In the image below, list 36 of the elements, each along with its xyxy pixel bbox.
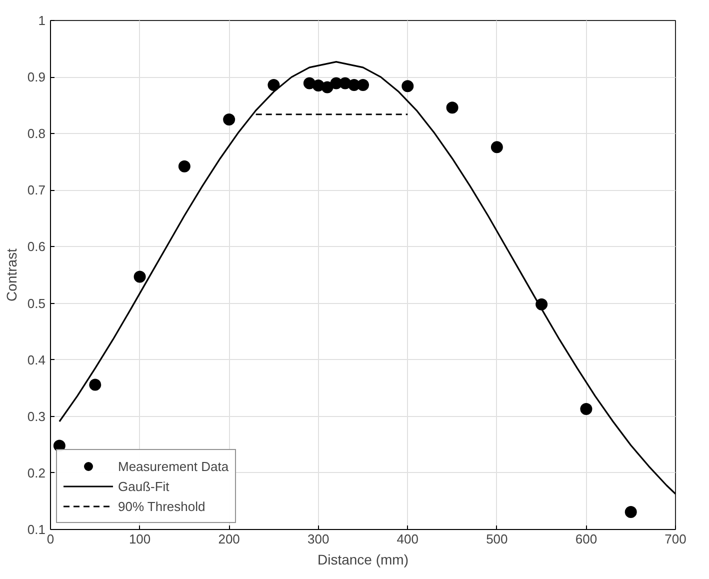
- y-tick-label: 0.9: [27, 70, 46, 85]
- y-tick-label: 0.6: [27, 239, 46, 254]
- point: [580, 403, 592, 416]
- point: [357, 78, 369, 91]
- point: [89, 378, 102, 391]
- point: [490, 141, 503, 154]
- y-tick-label: 0.8: [27, 126, 46, 142]
- x-tick-label: 500: [486, 532, 508, 546]
- y-tick-label: 0.3: [27, 408, 46, 424]
- y-tick-label: 0.1: [27, 522, 46, 537]
- y-tick-label: 0.5: [27, 296, 46, 311]
- x-tick-label: 100: [128, 532, 151, 546]
- x-tick-label: 300: [308, 532, 330, 546]
- y-tick-label: 0.7: [27, 182, 46, 198]
- legend-label: 90% Threshold: [118, 498, 206, 514]
- point: [402, 80, 414, 92]
- y-tick-label: 0.4: [27, 352, 46, 368]
- point: [624, 506, 637, 518]
- point: [321, 81, 334, 94]
- y-tick-label: 0.2: [27, 465, 46, 480]
- x-tick-label: 200: [218, 532, 240, 546]
- y-axis-title: Contrast: [3, 248, 20, 302]
- x-tick-label: 700: [664, 532, 686, 546]
- point: [268, 78, 280, 91]
- x-axis-title: Distance (mm): [317, 552, 409, 568]
- legend-label: Gauß-Fit: [118, 478, 170, 494]
- x-tick-label: 0: [46, 532, 54, 546]
- x-tick-label: 600: [575, 532, 598, 546]
- line-series: [58, 60, 676, 495]
- x-tick-label: 400: [396, 532, 418, 546]
- y-tick-label: 1: [38, 13, 46, 28]
- point: [178, 160, 190, 172]
- point: [223, 113, 236, 126]
- legend-label: Measurement Data: [118, 458, 229, 474]
- point: [134, 270, 146, 283]
- point: [446, 102, 458, 114]
